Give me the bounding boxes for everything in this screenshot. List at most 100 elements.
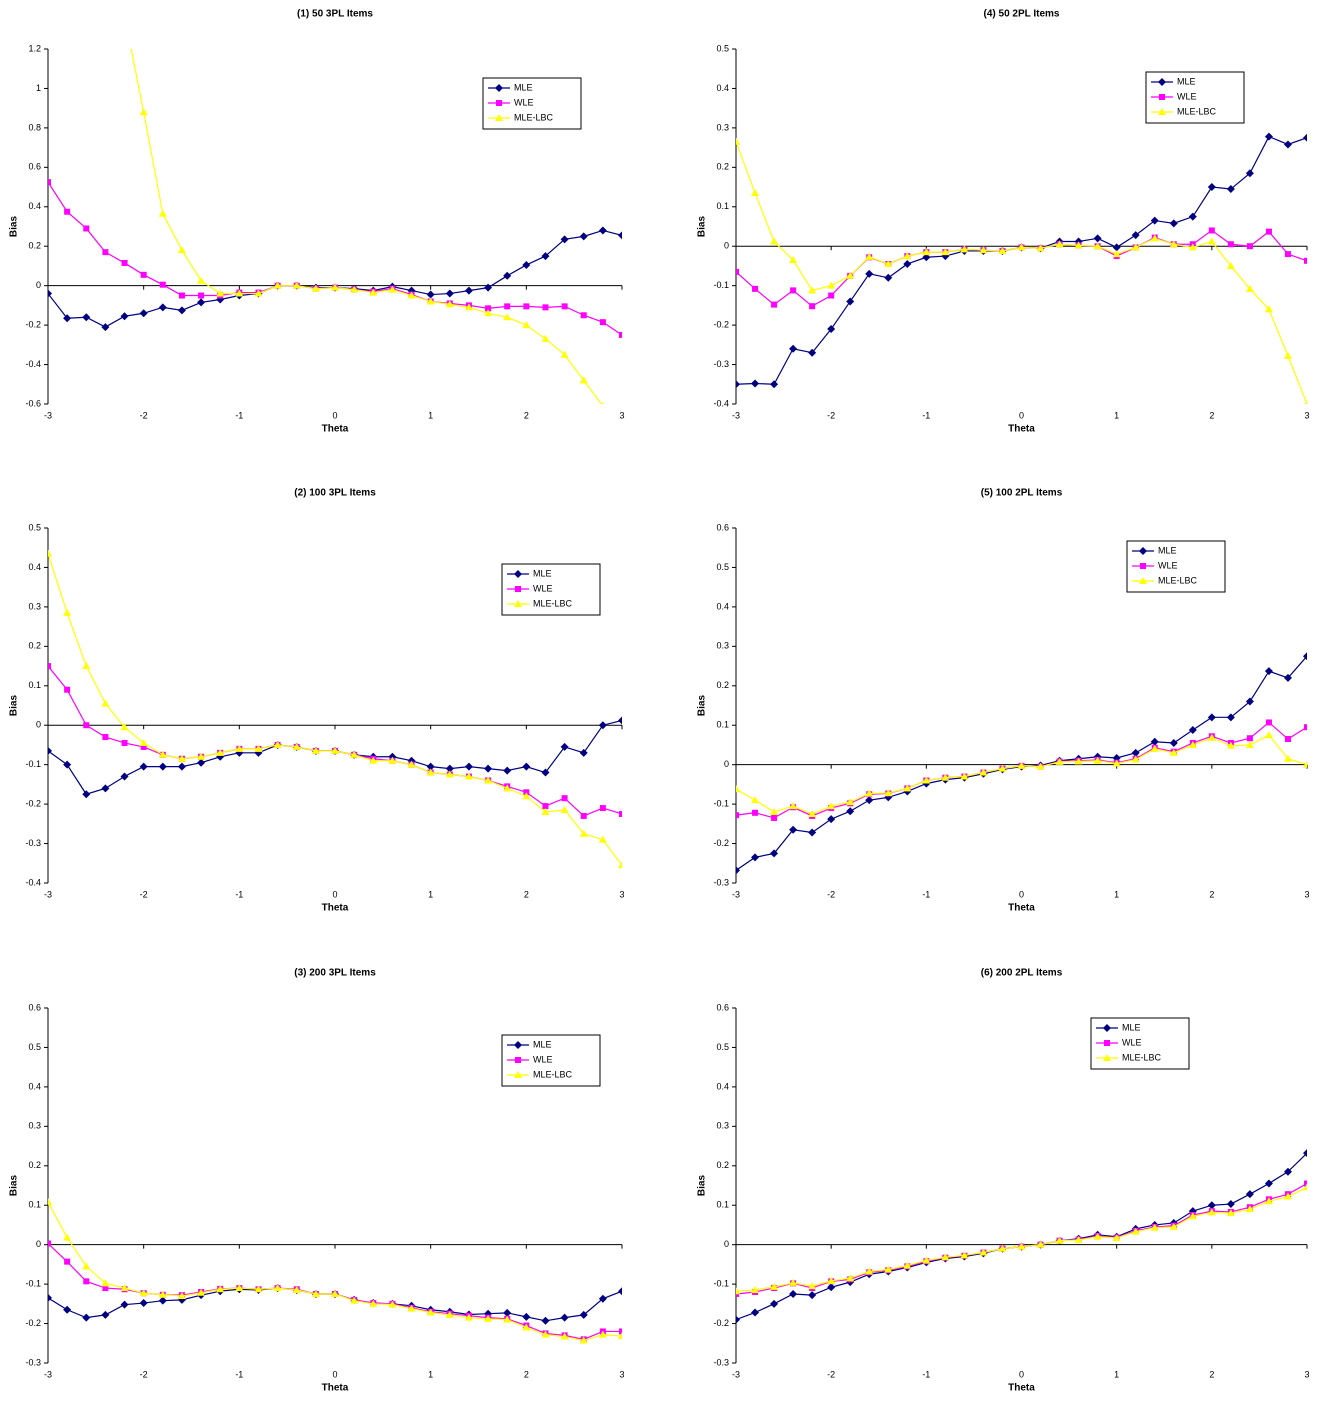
marker [273, 740, 282, 748]
marker [216, 289, 225, 297]
marker [1139, 577, 1147, 584]
marker [1226, 713, 1235, 722]
marker [120, 312, 129, 321]
marker [484, 309, 493, 317]
marker [579, 748, 588, 757]
marker [197, 1288, 206, 1296]
marker [101, 1279, 110, 1287]
marker [752, 809, 759, 816]
y-tick-label: 0.4 [716, 83, 729, 93]
marker [789, 344, 798, 353]
y-tick-label: 0.4 [28, 1081, 41, 1091]
x-tick-label: 1 [1114, 1369, 1119, 1379]
marker [1245, 697, 1254, 706]
marker [771, 301, 778, 308]
marker [1264, 305, 1273, 313]
x-axis-label: Theta [322, 424, 349, 435]
marker [369, 756, 378, 764]
marker [1169, 748, 1178, 756]
marker [789, 1289, 798, 1298]
marker [1303, 1149, 1307, 1158]
y-tick-label: 0.4 [28, 201, 41, 211]
marker [736, 268, 739, 275]
marker [751, 188, 760, 196]
y-axis-label: Bias [9, 695, 20, 717]
legend-label: WLE [514, 97, 534, 107]
marker [1283, 140, 1292, 149]
marker [865, 789, 874, 797]
marker [770, 808, 779, 815]
marker [503, 1315, 512, 1323]
marker [120, 772, 129, 781]
x-tick-label: -3 [44, 410, 52, 420]
marker [1207, 237, 1216, 245]
legend-label: WLE [1158, 560, 1178, 570]
marker [1112, 250, 1121, 258]
y-tick-label: 0 [724, 759, 729, 769]
marker [426, 768, 435, 776]
y-tick-label: 0.1 [28, 680, 41, 690]
marker [751, 1308, 760, 1317]
marker [1283, 754, 1292, 762]
x-tick-label: -3 [732, 410, 740, 420]
y-tick-label: 0.6 [716, 522, 729, 532]
marker [827, 802, 836, 810]
marker [407, 291, 416, 299]
marker [503, 313, 512, 321]
marker [960, 245, 969, 253]
marker [426, 1308, 435, 1316]
marker [515, 586, 521, 592]
marker [484, 1314, 493, 1322]
marker [598, 721, 607, 730]
marker [941, 1253, 950, 1261]
marker [514, 1071, 522, 1078]
marker [1158, 78, 1166, 86]
x-tick-label: -3 [44, 889, 52, 899]
marker [1093, 756, 1102, 764]
marker [101, 784, 110, 793]
marker [485, 305, 492, 312]
y-tick-label: 0.4 [28, 562, 41, 572]
chart-title: (1) 50 3PL Items [297, 9, 373, 20]
marker [598, 1330, 607, 1338]
y-tick-label: 0.6 [716, 1002, 729, 1012]
marker [542, 304, 549, 311]
marker [495, 114, 503, 121]
marker [599, 805, 606, 812]
y-axis-label: Bias [697, 1175, 708, 1197]
marker [1303, 1183, 1307, 1191]
marker [311, 284, 320, 292]
marker [369, 288, 378, 296]
marker [560, 806, 569, 814]
legend-label: MLE [514, 82, 533, 92]
marker [1188, 740, 1197, 748]
y-tick-label: 0.3 [716, 641, 729, 651]
series-line [736, 135, 1307, 385]
x-axis-label: Theta [1008, 1383, 1035, 1394]
marker [83, 1278, 90, 1285]
y-tick-label: -0.1 [25, 1278, 41, 1288]
marker [158, 1296, 167, 1305]
marker [903, 252, 912, 260]
marker [808, 286, 817, 294]
marker [1055, 240, 1064, 248]
y-tick-label: 0.5 [28, 522, 41, 532]
y-tick-label: -0.3 [713, 1357, 729, 1367]
marker [579, 232, 588, 241]
marker [1150, 737, 1159, 746]
x-tick-label: 0 [1019, 1369, 1024, 1379]
x-tick-label: -1 [922, 889, 930, 899]
series-line [736, 1186, 1307, 1292]
marker [770, 380, 779, 389]
marker [407, 760, 416, 768]
marker [273, 1284, 282, 1292]
marker [808, 348, 817, 357]
marker [1093, 1232, 1102, 1240]
y-tick-label: 0 [36, 720, 41, 730]
marker [101, 699, 110, 707]
marker [1017, 761, 1026, 769]
y-tick-label: 0.4 [716, 601, 729, 611]
marker [998, 246, 1007, 254]
marker [197, 758, 206, 767]
marker [1150, 744, 1159, 752]
